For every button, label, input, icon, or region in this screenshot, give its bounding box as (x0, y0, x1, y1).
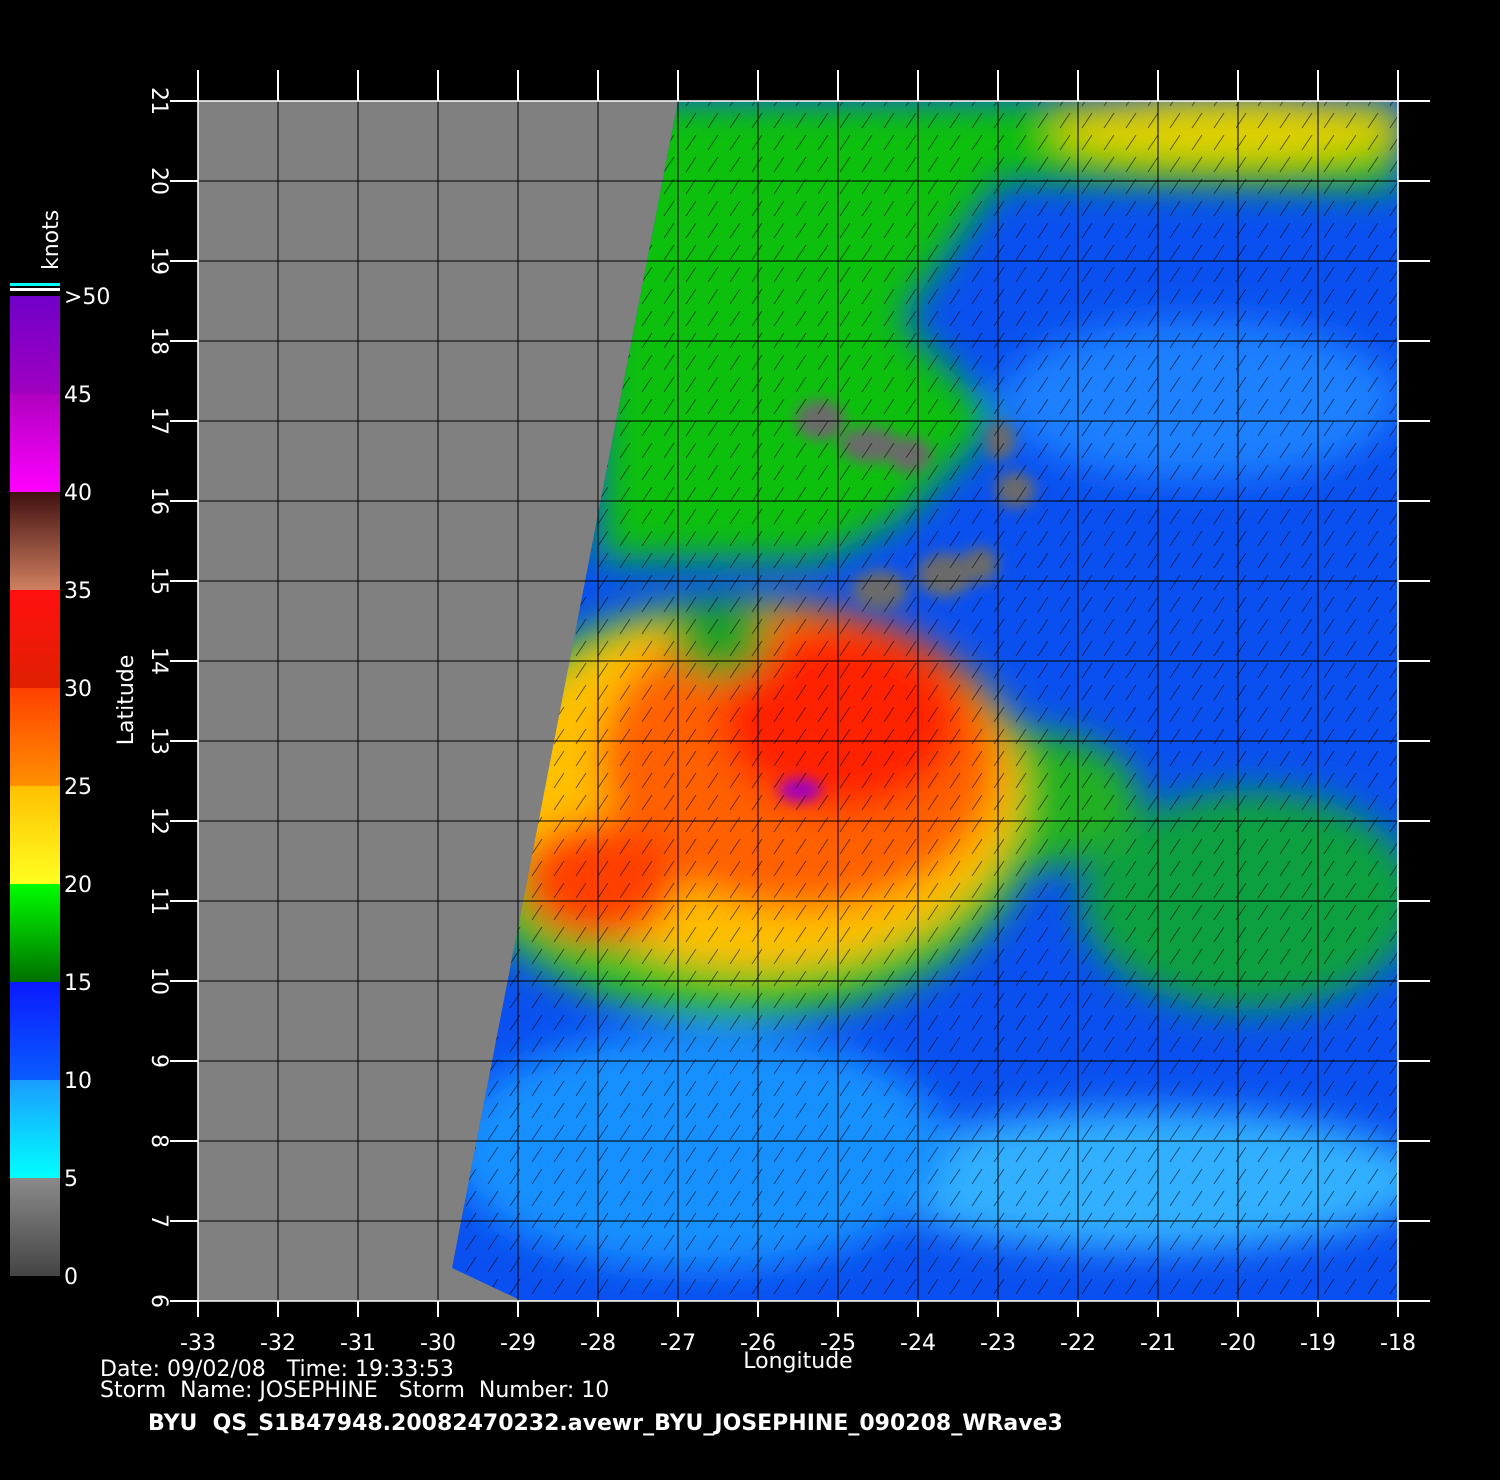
y-tick-label: 13 (146, 727, 171, 755)
x-tick-label: -20 (1220, 1331, 1256, 1356)
colorbar-tick-label: 10 (64, 1069, 92, 1094)
colorbar-tick-label: 25 (64, 775, 92, 800)
y-tick-label: 8 (146, 1134, 171, 1148)
x-tick-label: -21 (1140, 1331, 1176, 1356)
colorbar-segment (10, 982, 60, 1080)
x-tick-label: -23 (980, 1331, 1016, 1356)
y-axis-label: Latitude (114, 655, 139, 746)
plot-frame (197, 100, 1399, 1302)
storm-line: Storm Name: JOSEPHINE Storm Number: 10 (100, 1378, 609, 1403)
wind-field (452, 101, 1398, 1300)
y-tick-label: 12 (146, 807, 171, 835)
x-tick-label: -31 (340, 1331, 376, 1356)
colorbar: 0 5 10 15 20 25 30 35 40 45 >50 (10, 285, 110, 1290)
colorbar-tick-label: 45 (64, 383, 92, 408)
colorbar-segment (10, 492, 60, 590)
x-tick-label: -28 (580, 1331, 616, 1356)
colorbar-cap (10, 288, 60, 291)
x-tick-label: -22 (1060, 1331, 1096, 1356)
colorbar-tick-label: 0 (64, 1265, 78, 1290)
y-tick-label: 6 (146, 1294, 171, 1308)
y-tick-label: 19 (146, 247, 171, 275)
x-tick-label: -18 (1380, 1331, 1416, 1356)
colorbar-tick-label: 5 (64, 1167, 78, 1192)
y-tick-label: 7 (146, 1214, 171, 1228)
colorbar-segment (10, 786, 60, 884)
y-tick-label: 15 (146, 567, 171, 595)
colorbar-tick-label: 35 (64, 579, 92, 604)
colorbar-tick-label: >50 (64, 285, 110, 310)
date-line: Date: 09/02/08 Time: 19:33:53 (100, 1357, 454, 1382)
y-tick-label: 11 (146, 887, 171, 915)
y-tick-label: 10 (146, 967, 171, 995)
colorbar-tick-label: 20 (64, 873, 92, 898)
colorbar-tick-label: 30 (64, 677, 92, 702)
y-tick-label: 14 (146, 647, 171, 675)
x-tick-label: -19 (1300, 1331, 1336, 1356)
colorbar-segment (10, 1080, 60, 1178)
y-tick-label: 20 (146, 167, 171, 195)
colorbar-label: knots (39, 210, 64, 270)
x-tick-label: -27 (660, 1331, 696, 1356)
x-axis-label: Longitude (743, 1349, 852, 1374)
y-tick-label: 17 (146, 407, 171, 435)
colorbar-segment (10, 884, 60, 982)
colorbar-cap (10, 283, 60, 286)
colorbar-segment (10, 688, 60, 786)
colorbar-segment (10, 296, 60, 394)
title: BYU QS_S1B47948.20082470232.avewr_BYU_JO… (148, 1411, 1063, 1436)
x-tick-label: -30 (420, 1331, 456, 1356)
colorbar-tick-label: 15 (64, 971, 92, 996)
x-tick-label: -24 (900, 1331, 936, 1356)
y-tick-label: 21 (146, 87, 171, 115)
colorbar-segment (10, 590, 60, 688)
x-tick-label: -29 (500, 1331, 536, 1356)
x-tick-label: -25 (820, 1331, 856, 1356)
x-tick-label: -32 (260, 1331, 296, 1356)
grid (197, 100, 1399, 1302)
y-tick-label: 18 (146, 327, 171, 355)
colorbar-tick-label: 40 (64, 481, 92, 506)
colorbar-segment (10, 394, 60, 492)
y-tick-label: 16 (146, 487, 171, 515)
x-tick-label: -26 (740, 1331, 776, 1356)
colorbar-segment (10, 1178, 60, 1276)
x-tick-label: -33 (180, 1331, 216, 1356)
ticks: -33 -32 -31 -30 -29 -28 -27 -26 -25 -24 -23 -22 -21 -… (146, 70, 1430, 1356)
y-tick-label: 9 (146, 1054, 171, 1068)
